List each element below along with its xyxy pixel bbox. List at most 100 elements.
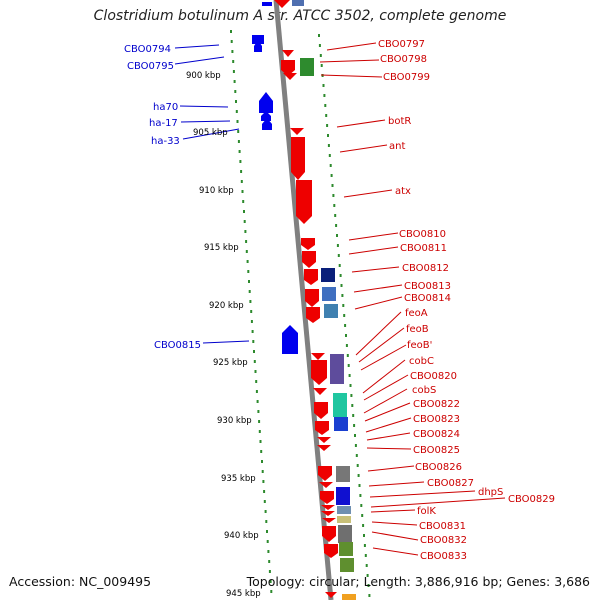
scale-label: 930 kbp [217,416,252,426]
ruler-tick [345,334,347,337]
ruler-tick [333,204,336,207]
scale-label: 940 kbp [224,531,259,541]
forward-gene-arrow [305,289,319,307]
forward-gene-arrow [302,251,316,268]
scale-label: 910 kbp [199,186,234,196]
ruler-tick [336,244,339,247]
right-gene-label: CBO0814 [404,293,451,304]
forward-gene-arrow [296,180,312,224]
ruler-tick [233,80,236,83]
forward-gene-arrow [319,482,333,488]
leader-line [202,340,250,344]
ruler-tick [338,264,341,267]
leader-line [355,311,402,356]
cog-color-box [322,287,336,301]
ruler-tick [243,210,245,213]
ruler-tick [249,300,252,303]
cog-color-box [333,393,347,417]
scale-label: 900 kbp [186,71,221,81]
leader-line [366,432,411,441]
forward-strand-genes [274,0,338,598]
ruler-tick [237,140,240,143]
ruler-tick [263,490,266,493]
ruler-tick [231,50,234,53]
ruler-tick [232,70,235,73]
leader-line [348,232,399,241]
right-gene-label: feoB [406,324,429,335]
cog-color-box [339,542,353,556]
ruler-tick [262,480,265,483]
ruler-tick [364,554,367,557]
forward-gene-arrow [313,388,327,395]
scale-labels: 900 kbp 905 kbp 910 kbp 915 kbp 920 kbp 925 k… [186,71,261,599]
ruler-tick [339,274,342,277]
ruler-tick [327,134,329,137]
scale-label: 920 kbp [209,301,244,311]
ruler-tick [258,430,261,433]
cog-color-box [336,487,350,505]
leader-line [364,402,411,422]
cog-color-box [334,417,348,431]
ruler-tick [360,504,363,507]
reverse-gene-arrow [254,40,262,52]
reverse-gene-arrow [282,325,298,354]
ruler-tick [328,154,331,157]
ruler-tick [237,130,240,133]
ruler-tick [269,580,272,583]
ruler-tick [255,380,258,383]
forward-gene-arrow [317,445,331,451]
scale-label: 905 kbp [193,128,228,138]
leader-line [365,417,412,433]
ruler-tick [247,270,250,273]
ruler-tick [326,124,329,127]
right-gene-label: ant [389,141,405,152]
right-gene-label: CBO0812 [402,263,449,274]
ruler-tick [331,184,334,187]
right-gene-label: CBO0829 [508,494,555,505]
ruler-tick [244,230,247,233]
forward-gene-arrow [325,592,337,598]
right-gene-label: CBO0822 [413,399,460,410]
ruler-tick [268,560,271,563]
ruler-tick [365,564,368,567]
ruler-tick [362,524,365,527]
right-gene-label: atx [395,186,411,197]
ruler-tick [335,224,338,227]
right-gene-label: cobS [412,385,436,396]
right-gene-label: CBO0820 [410,371,457,382]
leader-line [372,547,419,556]
ruler-tick [250,320,253,323]
right-gene-label: feoA [405,308,428,319]
ruler-tick [234,90,237,93]
ruler-tick [232,60,235,63]
right-gene-label: CBO0811 [400,243,447,254]
ruler-tick [351,404,354,407]
ruler-tick [245,250,248,253]
ruler-tick [356,464,359,467]
ruler-tick [322,84,325,87]
leader-line [371,531,419,541]
leader-line [362,359,406,394]
cog-color-box [340,558,354,572]
ruler-tick [368,594,371,597]
ruler-tick [363,544,366,547]
cog-color-box [337,516,351,523]
ruler-tick [257,410,260,413]
forward-gene-arrow [315,421,329,435]
ruler-tick [353,424,356,427]
ruler-tick [266,530,268,533]
leader-line [320,74,383,78]
ruler-tick [343,314,346,317]
forward-gene-arrow [283,73,297,80]
forward-gene-arrow [317,437,331,443]
ruler-tick [357,474,360,477]
leader-line [180,120,231,123]
cog-color-box [300,58,314,76]
ruler-tick [346,354,349,357]
ruler-tick [230,30,232,33]
ruler-tick [347,364,350,367]
forward-gene-arrow [314,402,328,419]
ruler-tick [253,360,256,363]
right-gene-label: CBO0831 [419,521,466,532]
